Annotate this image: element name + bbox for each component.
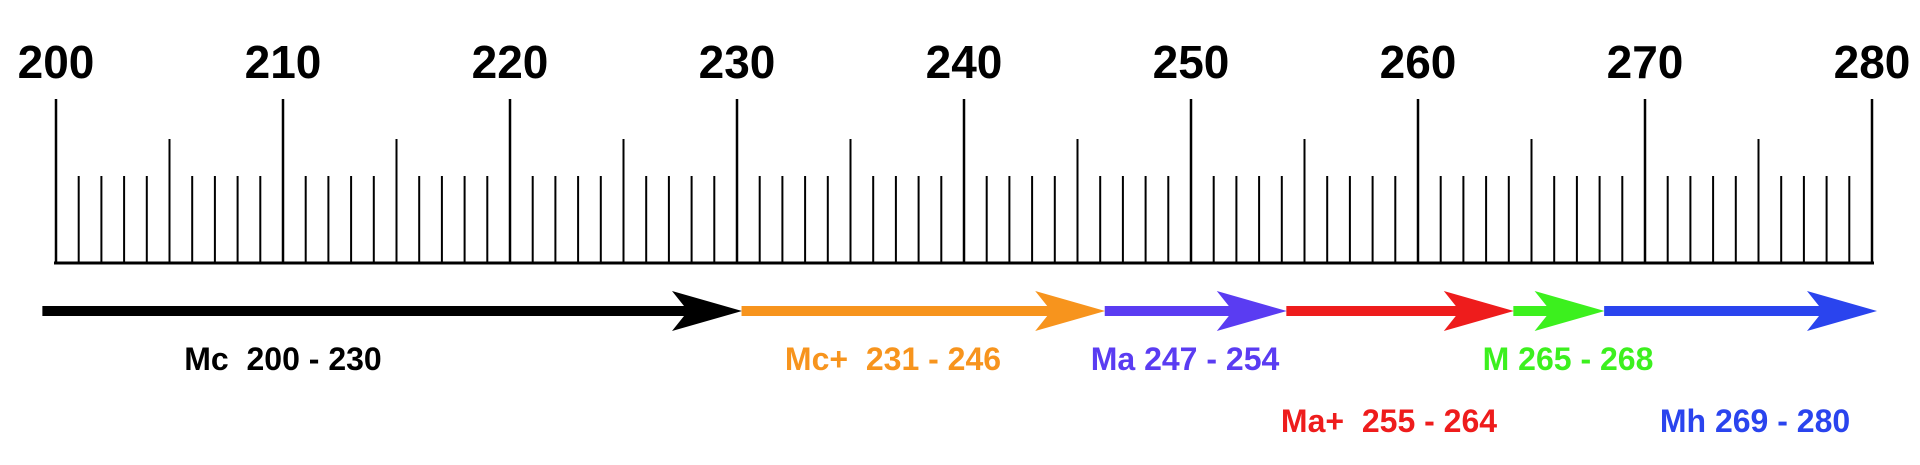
- tick-label: 270: [1607, 36, 1684, 88]
- range-arrow: [1604, 291, 1877, 331]
- tick-label: 240: [926, 36, 1003, 88]
- range-label: Mc 200 - 230: [184, 341, 381, 377]
- tick-label: 230: [699, 36, 776, 88]
- range-arrow: [42, 291, 742, 331]
- range-arrow: [1513, 291, 1605, 331]
- tick-label: 200: [18, 36, 95, 88]
- range-label: Mc+ 231 - 246: [785, 341, 1001, 377]
- range-label: Mh 269 - 280: [1660, 403, 1850, 439]
- tick-label: 210: [245, 36, 322, 88]
- range-arrow: [1104, 291, 1287, 331]
- range-label: Ma+ 255 - 264: [1281, 403, 1497, 439]
- range-label: M 265 - 268: [1483, 341, 1654, 377]
- range-arrow: [1286, 291, 1514, 331]
- range-arrow: [741, 291, 1106, 331]
- tick-label: 250: [1153, 36, 1230, 88]
- tick-label: 280: [1834, 36, 1911, 88]
- tick-label: 220: [472, 36, 549, 88]
- tick-label: 260: [1380, 36, 1457, 88]
- range-label: Ma 247 - 254: [1091, 341, 1280, 377]
